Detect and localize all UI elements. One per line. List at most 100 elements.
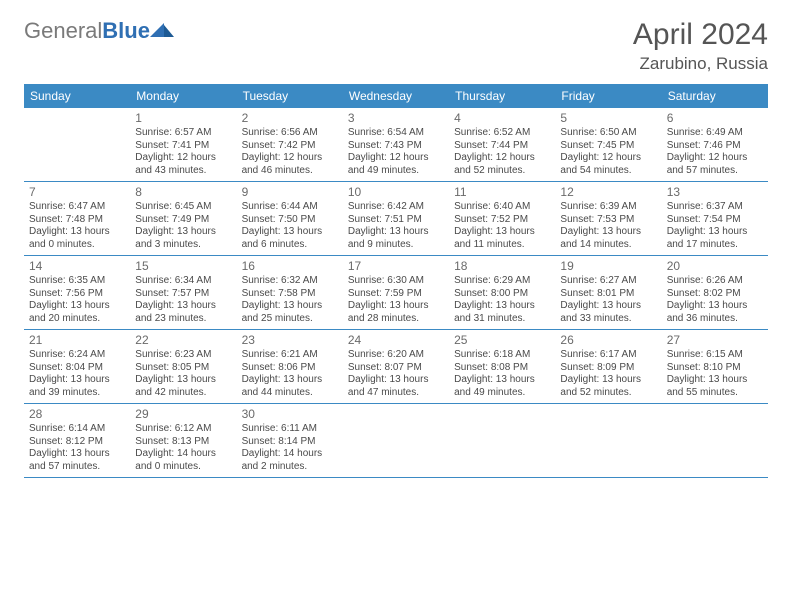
day-cell: 8Sunrise: 6:45 AMSunset: 7:49 PMDaylight… (130, 182, 236, 255)
day-info-line: Sunset: 8:02 PM (667, 288, 763, 301)
day-info-line: Daylight: 13 hours (29, 226, 125, 239)
day-info-line: and 11 minutes. (454, 239, 550, 252)
day-number: 24 (348, 333, 444, 348)
day-header-mon: Monday (130, 84, 236, 108)
day-info-line: Sunrise: 6:23 AM (135, 349, 231, 362)
day-info-line: Sunrise: 6:37 AM (667, 201, 763, 214)
day-info-line: Daylight: 13 hours (135, 374, 231, 387)
day-cell: 3Sunrise: 6:54 AMSunset: 7:43 PMDaylight… (343, 108, 449, 181)
day-number: 30 (242, 407, 338, 422)
day-cell (555, 404, 661, 477)
day-cell: 26Sunrise: 6:17 AMSunset: 8:09 PMDayligh… (555, 330, 661, 403)
day-info-line: Sunset: 8:12 PM (29, 436, 125, 449)
day-info-line: and 52 minutes. (454, 165, 550, 178)
title-block: April 2024 Zarubino, Russia (633, 18, 768, 74)
day-info-line: and 25 minutes. (242, 313, 338, 326)
day-info-line: and 54 minutes. (560, 165, 656, 178)
day-info-line: Sunset: 8:08 PM (454, 362, 550, 375)
day-cell: 25Sunrise: 6:18 AMSunset: 8:08 PMDayligh… (449, 330, 555, 403)
day-info-line: and 2 minutes. (242, 461, 338, 474)
day-info-line: Daylight: 13 hours (667, 226, 763, 239)
day-number: 15 (135, 259, 231, 274)
day-info-line: Sunrise: 6:54 AM (348, 127, 444, 140)
day-header-fri: Friday (555, 84, 661, 108)
day-info-line: Daylight: 13 hours (454, 300, 550, 313)
day-info-line: and 20 minutes. (29, 313, 125, 326)
day-number: 23 (242, 333, 338, 348)
calendar-page: GeneralBlue April 2024 Zarubino, Russia … (0, 0, 792, 488)
day-cell: 24Sunrise: 6:20 AMSunset: 8:07 PMDayligh… (343, 330, 449, 403)
day-cell: 7Sunrise: 6:47 AMSunset: 7:48 PMDaylight… (24, 182, 130, 255)
day-number: 26 (560, 333, 656, 348)
day-info-line: and 43 minutes. (135, 165, 231, 178)
day-info-line: Sunset: 7:44 PM (454, 140, 550, 153)
logo-triangle-icon (150, 19, 176, 44)
day-info-line: Sunset: 8:10 PM (667, 362, 763, 375)
day-number: 19 (560, 259, 656, 274)
day-header-wed: Wednesday (343, 84, 449, 108)
day-info-line: Sunset: 7:58 PM (242, 288, 338, 301)
location-label: Zarubino, Russia (633, 54, 768, 74)
day-info-line: and 14 minutes. (560, 239, 656, 252)
day-info-line: Daylight: 12 hours (667, 152, 763, 165)
day-info-line: Daylight: 13 hours (454, 374, 550, 387)
day-info-line: Sunset: 7:48 PM (29, 214, 125, 227)
week-row: 1Sunrise: 6:57 AMSunset: 7:41 PMDaylight… (24, 108, 768, 182)
header: GeneralBlue April 2024 Zarubino, Russia (24, 18, 768, 74)
day-cell: 20Sunrise: 6:26 AMSunset: 8:02 PMDayligh… (662, 256, 768, 329)
day-info-line: Sunrise: 6:39 AM (560, 201, 656, 214)
day-info-line: Sunrise: 6:18 AM (454, 349, 550, 362)
day-cell: 22Sunrise: 6:23 AMSunset: 8:05 PMDayligh… (130, 330, 236, 403)
day-info-line: Sunrise: 6:15 AM (667, 349, 763, 362)
day-info-line: Sunrise: 6:29 AM (454, 275, 550, 288)
day-cell: 18Sunrise: 6:29 AMSunset: 8:00 PMDayligh… (449, 256, 555, 329)
day-number: 16 (242, 259, 338, 274)
day-number: 21 (29, 333, 125, 348)
day-info-line: Sunset: 7:43 PM (348, 140, 444, 153)
day-cell: 21Sunrise: 6:24 AMSunset: 8:04 PMDayligh… (24, 330, 130, 403)
day-info-line: Sunrise: 6:47 AM (29, 201, 125, 214)
day-info-line: Sunrise: 6:50 AM (560, 127, 656, 140)
day-info-line: Daylight: 13 hours (29, 300, 125, 313)
day-number: 5 (560, 111, 656, 126)
day-info-line: Daylight: 12 hours (560, 152, 656, 165)
day-info-line: Sunrise: 6:45 AM (135, 201, 231, 214)
day-info-line: Sunset: 8:09 PM (560, 362, 656, 375)
day-info-line: and 0 minutes. (29, 239, 125, 252)
day-info-line: Daylight: 12 hours (454, 152, 550, 165)
day-info-line: Sunrise: 6:20 AM (348, 349, 444, 362)
day-header-thu: Thursday (449, 84, 555, 108)
day-number: 20 (667, 259, 763, 274)
day-info-line: Sunrise: 6:12 AM (135, 423, 231, 436)
day-info-line: Sunrise: 6:17 AM (560, 349, 656, 362)
day-number: 3 (348, 111, 444, 126)
day-info-line: Sunrise: 6:30 AM (348, 275, 444, 288)
day-info-line: and 47 minutes. (348, 387, 444, 400)
day-info-line: Sunset: 8:05 PM (135, 362, 231, 375)
day-info-line: and 31 minutes. (454, 313, 550, 326)
day-number: 12 (560, 185, 656, 200)
day-info-line: Sunrise: 6:27 AM (560, 275, 656, 288)
day-cell (24, 108, 130, 181)
day-header-tue: Tuesday (237, 84, 343, 108)
week-row: 21Sunrise: 6:24 AMSunset: 8:04 PMDayligh… (24, 330, 768, 404)
day-info-line: Daylight: 13 hours (454, 226, 550, 239)
day-number: 4 (454, 111, 550, 126)
day-info-line: Sunset: 7:59 PM (348, 288, 444, 301)
day-info-line: Daylight: 13 hours (29, 448, 125, 461)
day-header-sat: Saturday (662, 84, 768, 108)
day-info-line: and 49 minutes. (454, 387, 550, 400)
month-title: April 2024 (633, 18, 768, 52)
day-info-line: Sunrise: 6:26 AM (667, 275, 763, 288)
day-info-line: Sunset: 7:50 PM (242, 214, 338, 227)
day-info-line: and 49 minutes. (348, 165, 444, 178)
day-info-line: Daylight: 13 hours (29, 374, 125, 387)
day-info-line: and 0 minutes. (135, 461, 231, 474)
day-info-line: Daylight: 14 hours (242, 448, 338, 461)
day-info-line: Sunset: 8:01 PM (560, 288, 656, 301)
day-info-line: Daylight: 13 hours (242, 300, 338, 313)
day-cell: 16Sunrise: 6:32 AMSunset: 7:58 PMDayligh… (237, 256, 343, 329)
day-cell: 6Sunrise: 6:49 AMSunset: 7:46 PMDaylight… (662, 108, 768, 181)
day-info-line: Sunrise: 6:35 AM (29, 275, 125, 288)
day-info-line: Sunset: 7:54 PM (667, 214, 763, 227)
